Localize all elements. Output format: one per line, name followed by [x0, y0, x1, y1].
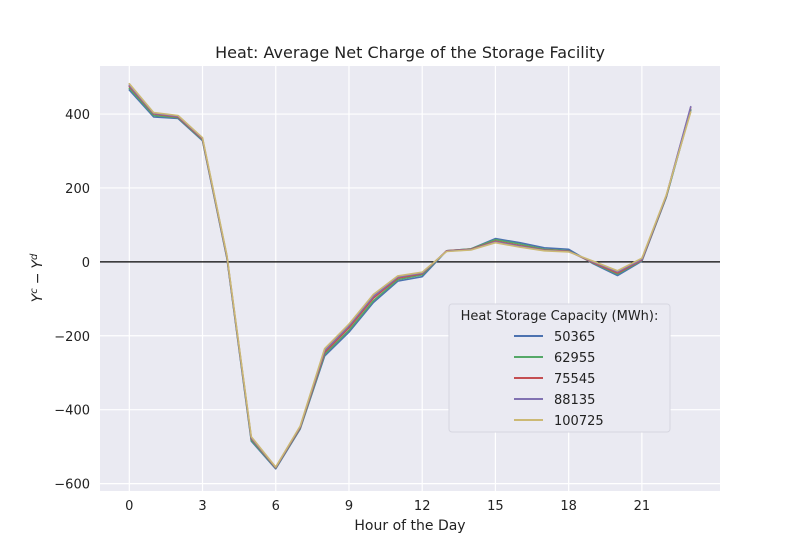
y-label-base-1: Y	[30, 292, 46, 302]
legend-label-75545: 75545	[554, 372, 595, 387]
legend-label-62955: 62955	[554, 351, 595, 366]
y-tick-label: −600	[54, 478, 90, 493]
legend-box	[448, 303, 671, 433]
y-label-minus: −	[30, 273, 46, 285]
legend-label-100725: 100725	[554, 414, 604, 429]
series-lines	[128, 82, 692, 470]
y-tick-label: −200	[54, 330, 90, 345]
chart-title: Heat: Average Net Charge of the Storage …	[215, 43, 605, 62]
legend: Heat Storage Capacity (MWh): 50365 62955 7…	[448, 303, 671, 433]
legend-label-50365: 50365	[554, 330, 595, 345]
x-tick-label: 18	[560, 499, 577, 514]
x-tick-label: 3	[198, 499, 206, 514]
legend-title: Heat Storage Capacity (MWh):	[461, 309, 659, 324]
y-label-sup-1: c	[29, 288, 40, 294]
y-label-sup-2: d	[29, 253, 40, 260]
x-tick-label: 9	[345, 499, 353, 514]
svg-text:Yc−Yd: Yc − Yd	[29, 253, 47, 302]
legend-items: 50365 62955 75545 88135 100725	[514, 330, 604, 429]
y-tick-labels: −600 −400 −200 0 200 400	[54, 108, 90, 493]
x-axis-label: Hour of the Day	[354, 518, 465, 534]
x-tick-label: 6	[272, 499, 280, 514]
y-label-base-2: Y	[30, 259, 46, 269]
x-tick-label: 12	[414, 499, 431, 514]
y-tick-label: −400	[54, 404, 90, 419]
legend-label-88135: 88135	[554, 393, 595, 408]
y-axis-label: Yc − Yd	[29, 253, 47, 302]
y-tick-label: 400	[65, 108, 90, 123]
x-tick-label: 15	[487, 499, 504, 514]
series-line-100725	[128, 82, 692, 468]
x-tick-labels: 0 3 6 9 12 15 18 21	[125, 499, 650, 514]
y-tick-label: 200	[65, 182, 90, 197]
x-tick-label: 21	[634, 499, 651, 514]
x-tick-label: 0	[125, 499, 133, 514]
y-tick-label: 0	[82, 256, 90, 271]
